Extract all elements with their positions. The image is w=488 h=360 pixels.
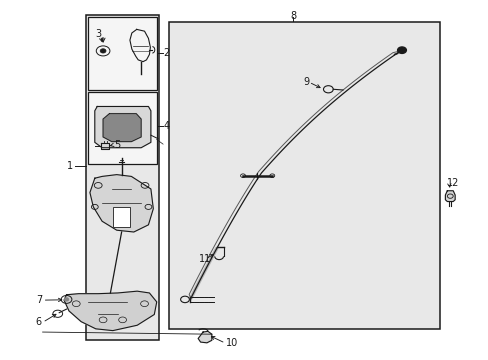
Polygon shape xyxy=(445,191,454,202)
Text: 9: 9 xyxy=(303,77,308,87)
Text: 12: 12 xyxy=(446,178,458,188)
Circle shape xyxy=(64,298,69,301)
Polygon shape xyxy=(95,107,151,148)
FancyBboxPatch shape xyxy=(86,15,159,339)
Text: 11: 11 xyxy=(198,254,210,264)
Text: 10: 10 xyxy=(225,338,238,348)
FancyBboxPatch shape xyxy=(113,207,130,226)
Text: 6: 6 xyxy=(36,318,42,327)
Circle shape xyxy=(397,47,406,53)
FancyBboxPatch shape xyxy=(88,92,157,164)
Text: 8: 8 xyxy=(289,11,296,21)
Polygon shape xyxy=(64,291,157,330)
FancyBboxPatch shape xyxy=(88,17,157,90)
Text: 2: 2 xyxy=(163,48,169,58)
Text: 7: 7 xyxy=(36,295,42,305)
Polygon shape xyxy=(90,175,153,232)
Text: 3: 3 xyxy=(96,29,102,39)
Polygon shape xyxy=(198,331,211,343)
Circle shape xyxy=(100,49,106,53)
Text: 1: 1 xyxy=(66,161,73,171)
Text: 4: 4 xyxy=(163,121,169,131)
FancyBboxPatch shape xyxy=(168,22,439,329)
Text: 5: 5 xyxy=(114,140,121,150)
Polygon shape xyxy=(103,114,141,141)
